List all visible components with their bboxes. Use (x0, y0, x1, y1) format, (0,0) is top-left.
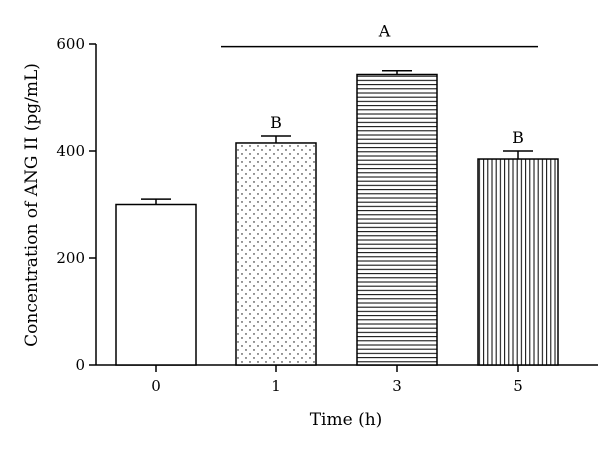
significance-label: B (270, 113, 282, 132)
x-tick-label: 3 (392, 377, 402, 395)
y-tick-label: 400 (56, 142, 85, 160)
significance-label: A (378, 22, 391, 41)
annotations: A B B (221, 22, 538, 147)
x-tick-label: 0 (151, 377, 161, 395)
y-tick-label: 0 (75, 356, 85, 374)
y-tick-label: 200 (56, 249, 85, 267)
y-axis-title: Concentration of ANG II (pg/mL) (22, 63, 42, 347)
x-tick-label: 1 (271, 377, 281, 395)
x-tick-label: 5 (513, 377, 523, 395)
y-tick-label: 600 (56, 35, 85, 53)
bar-0 (115, 203, 197, 366)
bar-3 (356, 73, 438, 366)
x-axis: 0 1 3 5 (96, 364, 598, 395)
bar-5 (477, 158, 559, 366)
significance-label: B (512, 128, 524, 147)
bar-1 (235, 142, 317, 366)
y-axis: 0 200 400 600 (56, 35, 97, 374)
x-axis-title: Time (h) (310, 410, 383, 430)
bars (115, 70, 559, 366)
